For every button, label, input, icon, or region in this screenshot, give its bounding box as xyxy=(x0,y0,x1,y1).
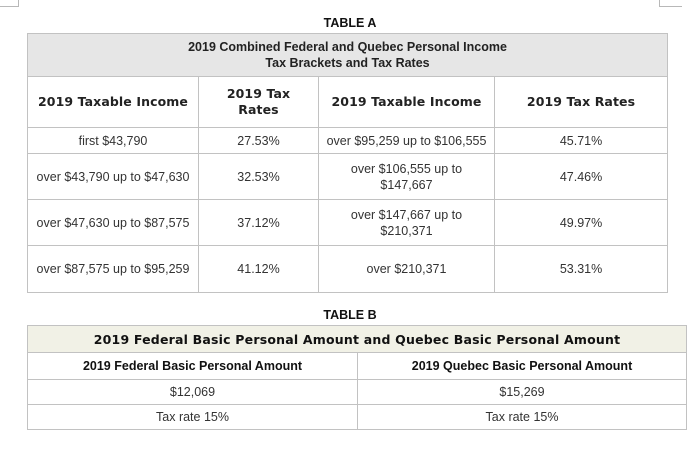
tax-rate-cell: 27.53% xyxy=(198,127,319,154)
tax-rate-cell: 45.71% xyxy=(493,127,669,154)
column-header-taxable-income-1: 2019 Taxable Income xyxy=(27,76,199,128)
table-b-heading: 2019 Federal Basic Personal Amount and Q… xyxy=(26,325,688,353)
table-a-column-header-row: 2019 Taxable Income 2019 Tax Rates 2019 … xyxy=(27,76,669,128)
taxable-income-cell: over $210,371 xyxy=(318,245,495,293)
tax-rate-cell: 47.46% xyxy=(493,153,669,200)
column-header-tax-rates-2: 2019 Tax Rates xyxy=(493,76,669,128)
table-a: 2019 Combined Federal and Quebec Persona… xyxy=(26,33,669,293)
taxable-income-cell: first $43,790 xyxy=(27,127,199,154)
taxable-income-cell: over $47,630 up to $87,575 xyxy=(27,199,199,246)
taxable-income-cell: over $43,790 up to $47,630 xyxy=(27,153,199,200)
taxable-income-cell: over $147,667 up to $210,371 xyxy=(318,199,495,246)
table-b-heading-row: 2019 Federal Basic Personal Amount and Q… xyxy=(26,325,688,353)
quebec-tax-rate-cell: Tax rate 15% xyxy=(356,404,688,430)
table-b: 2019 Federal Basic Personal Amount and Q… xyxy=(26,325,688,430)
table-row: over $47,630 up to $87,575 37.12% over $… xyxy=(27,199,669,246)
table-a-heading-line1: 2019 Combined Federal and Quebec Persona… xyxy=(188,40,507,54)
column-header-quebec-amount: 2019 Quebec Basic Personal Amount xyxy=(356,352,688,380)
taxable-income-cell: over $106,555 up to $147,667 xyxy=(318,153,495,200)
tax-rate-cell: 32.53% xyxy=(198,153,319,200)
tax-rate-cell: 37.12% xyxy=(198,199,319,246)
tax-rate-cell: 53.31% xyxy=(493,245,669,293)
page-corner-mark-left xyxy=(0,0,19,7)
table-a-caption: TABLE A xyxy=(323,16,377,30)
tax-rate-cell: 49.97% xyxy=(493,199,669,246)
table-row: first $43,790 27.53% over $95,259 up to … xyxy=(27,127,669,154)
column-header-tax-rates-1: 2019 Tax Rates xyxy=(198,76,319,128)
table-a-heading-row: 2019 Combined Federal and Quebec Persona… xyxy=(26,33,669,77)
table-row: over $87,575 up to $95,259 41.12% over $… xyxy=(27,245,669,293)
table-row: Tax rate 15% Tax rate 15% xyxy=(27,404,688,430)
taxable-income-cell: over $95,259 up to $106,555 xyxy=(318,127,495,154)
column-header-federal-amount: 2019 Federal Basic Personal Amount xyxy=(27,352,358,380)
federal-tax-rate-cell: Tax rate 15% xyxy=(27,404,358,430)
table-a-heading-line2: Tax Brackets and Tax Rates xyxy=(265,56,430,70)
taxable-income-cell: over $87,575 up to $95,259 xyxy=(27,245,199,293)
table-row: $12,069 $15,269 xyxy=(27,379,688,405)
table-b-caption: TABLE B xyxy=(323,308,377,322)
page-corner-mark-right xyxy=(659,0,682,7)
table-a-heading: 2019 Combined Federal and Quebec Persona… xyxy=(26,33,669,77)
federal-amount-cell: $12,069 xyxy=(27,379,358,405)
tax-rate-cell: 41.12% xyxy=(198,245,319,293)
quebec-amount-cell: $15,269 xyxy=(356,379,688,405)
table-row: over $43,790 up to $47,630 32.53% over $… xyxy=(27,153,669,200)
table-b-column-header-row: 2019 Federal Basic Personal Amount 2019 … xyxy=(27,352,688,380)
column-header-taxable-income-2: 2019 Taxable Income xyxy=(318,76,495,128)
